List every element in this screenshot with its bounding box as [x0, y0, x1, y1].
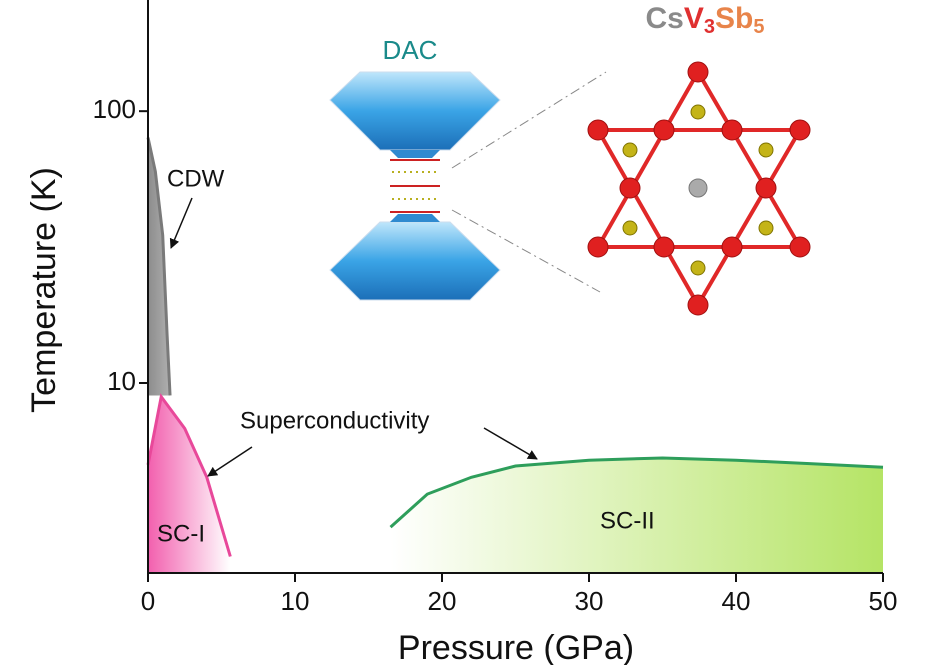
dac-label: DAC — [383, 35, 438, 65]
x-tick-label: 20 — [428, 586, 457, 616]
x-tick-label: 30 — [575, 586, 604, 616]
sc2-label: SC-II — [600, 507, 655, 534]
x-tick-label: 0 — [141, 586, 155, 616]
x-tick-label: 50 — [869, 586, 898, 616]
series-line — [389, 456, 884, 529]
x-tick-label: 40 — [722, 586, 751, 616]
plot: 0 10 20 30 40 50 10 100 — [93, 0, 898, 616]
x-axis-label: Pressure (GPa) — [398, 629, 634, 665]
formula-part: V — [684, 2, 704, 35]
sc1-label: SC-I — [157, 520, 205, 547]
formula-part: 5 — [753, 16, 764, 38]
crystal-illustration — [587, 61, 811, 316]
arrows — [169, 197, 538, 477]
y-axis-label: Temperature (K) — [25, 167, 63, 413]
y-tick-label: 100 — [93, 94, 136, 124]
series-line — [146, 393, 232, 557]
dac-illustration — [329, 71, 607, 301]
area-fill — [148, 396, 231, 573]
y-tick-label: 10 — [107, 366, 136, 396]
area-fill — [148, 137, 171, 396]
formula-part: Cs — [646, 2, 684, 35]
cdw-label: CDW — [167, 165, 225, 192]
formula-part: Sb — [715, 2, 753, 35]
formula-part: 3 — [704, 16, 715, 38]
series-line — [146, 137, 172, 396]
superconductivity-label: Superconductivity — [240, 407, 429, 434]
x-tick-label: 10 — [281, 586, 310, 616]
formula: CsV3Sb5 — [646, 2, 765, 38]
area-fill — [390, 457, 883, 573]
